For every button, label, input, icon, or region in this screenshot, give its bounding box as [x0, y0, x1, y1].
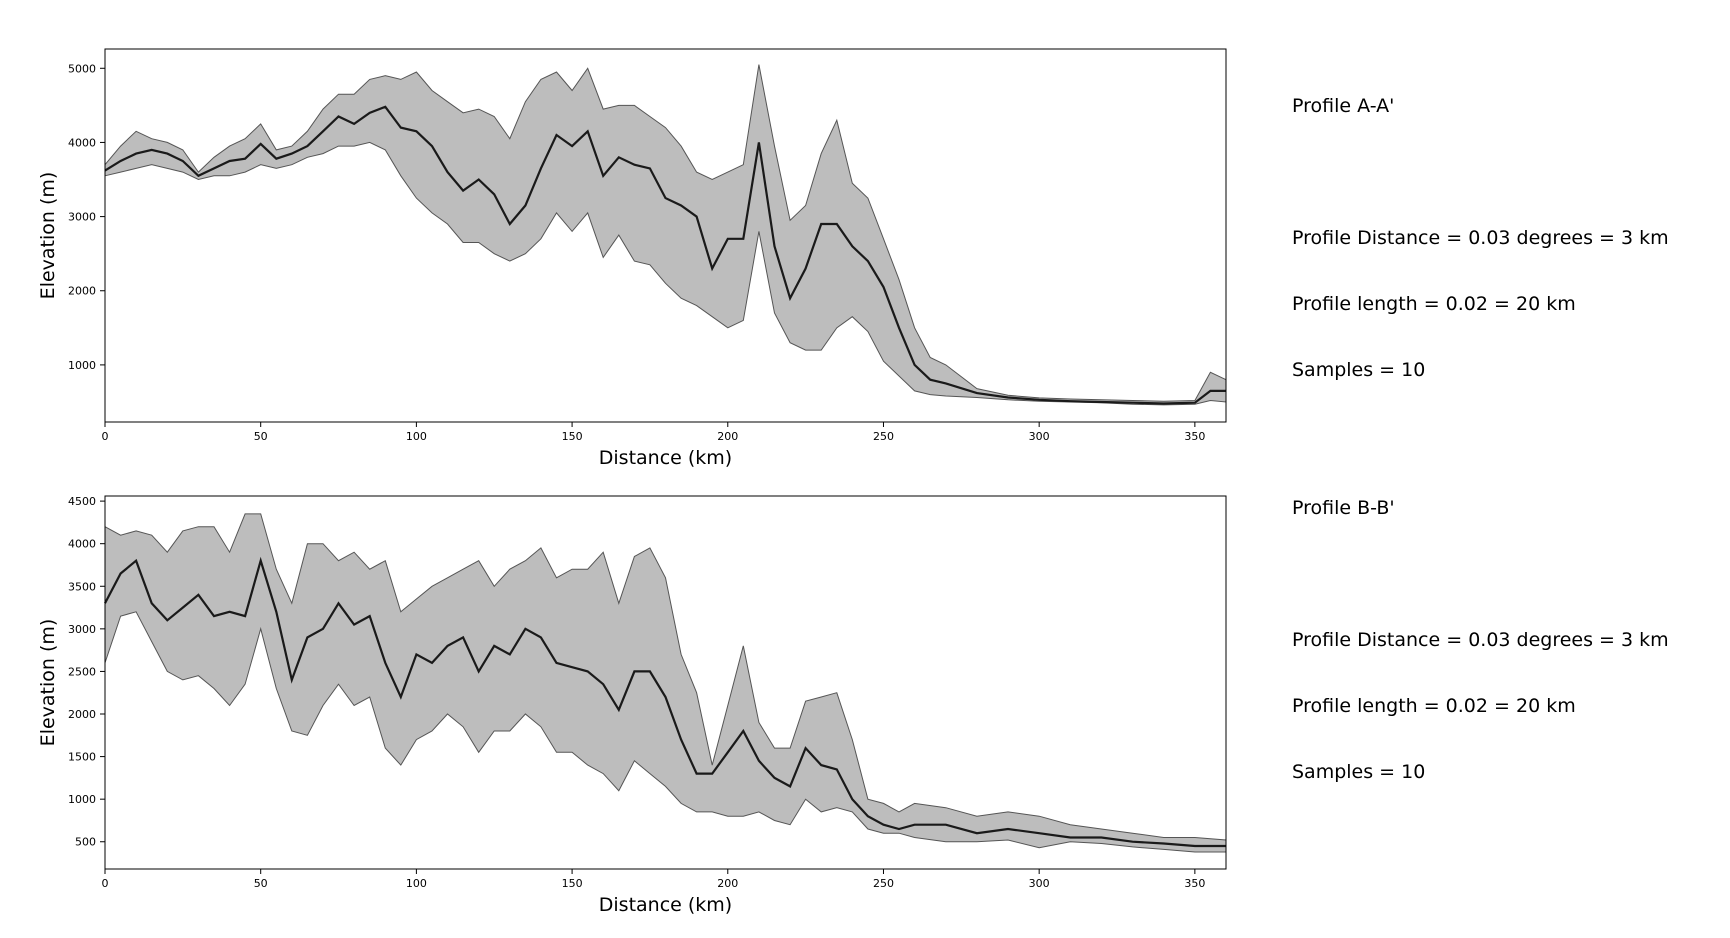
profile-b-y-tick-label: 1000 [68, 793, 96, 806]
profile-b-x-tick-label: 350 [1184, 877, 1205, 890]
profile-b-y-tick-label: 3000 [68, 623, 96, 636]
profile-b-y-tick-label: 500 [75, 836, 96, 849]
profile-a-y-tick-label: 3000 [68, 211, 96, 224]
profile-a-y-axis-label: Elevation (m) [37, 172, 59, 300]
profile-b-samples-note: Samples = 10 [1292, 761, 1426, 783]
profile-a-y-tick-label: 1000 [68, 359, 96, 372]
profile-b-y-tick-label: 4000 [68, 538, 96, 551]
profile-a-x-ticks: 0 50 100 150 200 250 300 350 [102, 422, 1205, 443]
profile-a-length-note: Profile length = 0.02 = 20 km [1292, 293, 1576, 315]
profile-b-distance-note: Profile Distance = 0.03 degrees = 3 km [1292, 629, 1669, 651]
profile-b-axes-frame [104, 495, 1227, 870]
profile-a-y-tick-label: 4000 [68, 136, 96, 149]
profile-a-mean-line [104, 105, 1226, 405]
profile-b-y-axis-label: Elevation (m) [37, 619, 59, 747]
profile-a-title: Profile A-A' [1292, 95, 1395, 117]
profile-b-x-tick-label: 150 [562, 877, 583, 890]
profile-b-mean-line [104, 556, 1226, 848]
profile-a-x-tick-label: 150 [562, 430, 583, 443]
profile-a-y-tick-label: 5000 [68, 62, 96, 75]
profile-a-y-tick-label: 2000 [68, 285, 96, 298]
profile-b-y-tick-label: 4500 [68, 495, 96, 508]
profile-a-x-tick-label: 350 [1184, 430, 1205, 443]
profile-b-length-note: Profile length = 0.02 = 20 km [1292, 695, 1576, 717]
profile-a-x-axis-label: Distance (km) [599, 447, 732, 469]
profile-a-range-band [104, 64, 1227, 406]
profile-a-y-ticks: 1000 2000 3000 4000 5000 [68, 62, 105, 372]
profile-b-plot: 0 50 100 150 200 250 300 350 500 1000 1500 2000 250… [37, 495, 1227, 916]
profile-a-x-tick-label: 200 [717, 430, 738, 443]
profile-a-x-tick-label: 100 [406, 430, 427, 443]
profile-b-x-tick-label: 200 [717, 877, 738, 890]
profile-b-y-ticks: 500 1000 1500 2000 2500 3000 3500 4000 4500 [68, 495, 105, 849]
profile-b-x-tick-label: 50 [254, 877, 268, 890]
profile-b-x-tick-label: 250 [873, 877, 894, 890]
profile-b-range-band [104, 513, 1227, 853]
profile-a-plot: 0 50 100 150 200 250 300 350 1000 2000 3000 4000 50… [37, 48, 1227, 469]
profile-b-x-tick-label: 100 [406, 877, 427, 890]
profile-a-x-tick-label: 250 [873, 430, 894, 443]
profile-b-x-ticks: 0 50 100 150 200 250 300 350 [102, 869, 1205, 890]
profile-b-x-axis-label: Distance (km) [599, 894, 732, 916]
profile-b-y-tick-label: 2500 [68, 665, 96, 678]
profile-b-title: Profile B-B' [1292, 497, 1395, 519]
profile-a-info: Profile A-A' Profile Distance = 0.03 deg… [1292, 51, 1669, 403]
profile-a-distance-note: Profile Distance = 0.03 degrees = 3 km [1292, 227, 1669, 249]
profile-b-x-tick-label: 300 [1029, 877, 1050, 890]
profile-b-info: Profile B-B' Profile Distance = 0.03 deg… [1292, 453, 1669, 805]
profile-a-x-tick-label: 300 [1029, 430, 1050, 443]
profile-a-axes-frame [104, 48, 1227, 423]
profile-a-samples-note: Samples = 10 [1292, 359, 1426, 381]
profile-b-x-tick-label: 0 [102, 877, 109, 890]
profile-b-y-tick-label: 3500 [68, 580, 96, 593]
profile-b-y-tick-label: 1500 [68, 751, 96, 764]
profile-a-x-tick-label: 50 [254, 430, 268, 443]
profile-a-x-tick-label: 0 [102, 430, 109, 443]
profile-b-y-tick-label: 2000 [68, 708, 96, 721]
